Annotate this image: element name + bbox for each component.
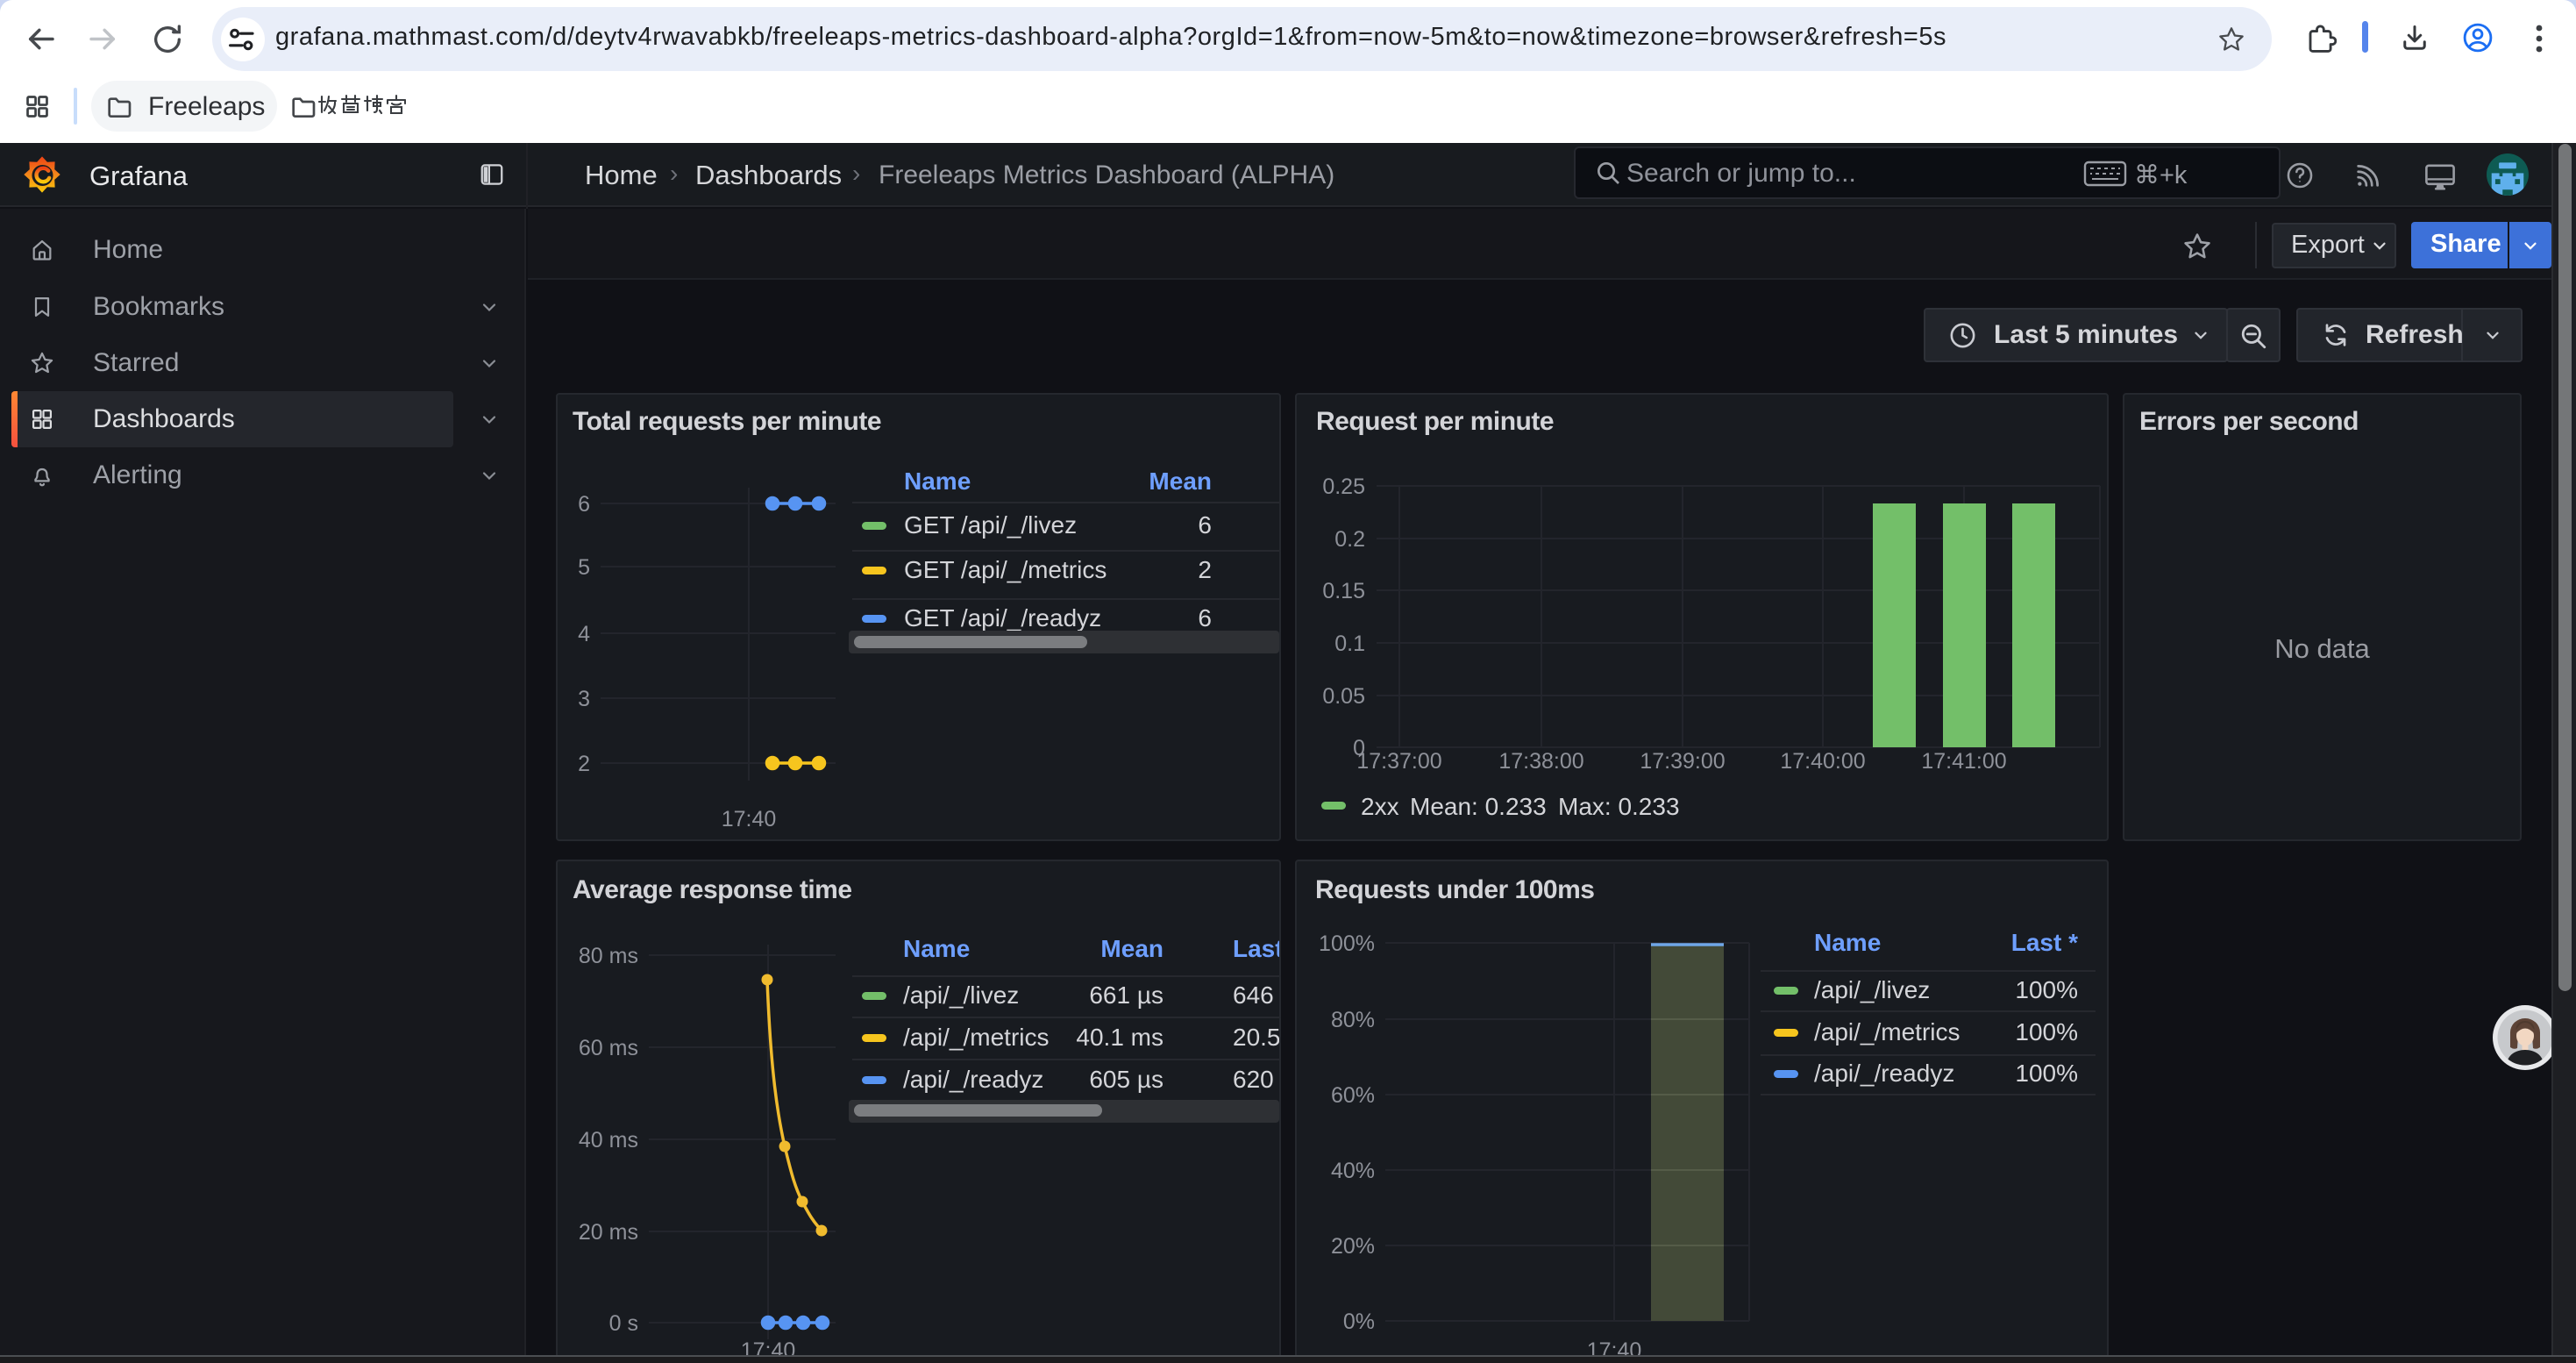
svg-text:0.2: 0.2: [1334, 527, 1365, 552]
svg-text:0.25: 0.25: [1322, 475, 1365, 499]
svg-text:17:38:00: 17:38:00: [1498, 749, 1583, 774]
svg-text:17:37:00: 17:37:00: [1356, 749, 1441, 774]
svg-text:80%: 80%: [1331, 1008, 1375, 1032]
svg-text:60 ms: 60 ms: [579, 1036, 638, 1060]
svg-text:40 ms: 40 ms: [579, 1128, 638, 1152]
svg-text:17:40: 17:40: [722, 807, 777, 831]
svg-text:0 s: 0 s: [609, 1311, 638, 1336]
svg-text:0.15: 0.15: [1322, 579, 1365, 603]
svg-text:100%: 100%: [1319, 931, 1375, 956]
svg-text:17:40:00: 17:40:00: [1780, 749, 1865, 774]
svg-text:0.05: 0.05: [1322, 684, 1365, 709]
svg-text:0.1: 0.1: [1334, 632, 1365, 656]
svg-text:17:39:00: 17:39:00: [1640, 749, 1725, 774]
svg-text:2: 2: [578, 752, 590, 776]
svg-text:20 ms: 20 ms: [579, 1220, 638, 1245]
svg-text:4: 4: [578, 622, 590, 646]
svg-text:20%: 20%: [1331, 1234, 1375, 1259]
svg-text:80 ms: 80 ms: [579, 944, 638, 968]
svg-text:0%: 0%: [1343, 1309, 1375, 1334]
svg-text:5: 5: [578, 555, 590, 580]
svg-text:0: 0: [1353, 736, 1365, 760]
svg-text:40%: 40%: [1331, 1159, 1375, 1183]
svg-text:60%: 60%: [1331, 1083, 1375, 1108]
svg-text:6: 6: [578, 492, 590, 517]
svg-text:3: 3: [578, 687, 590, 711]
svg-text:17:41:00: 17:41:00: [1921, 749, 2006, 774]
